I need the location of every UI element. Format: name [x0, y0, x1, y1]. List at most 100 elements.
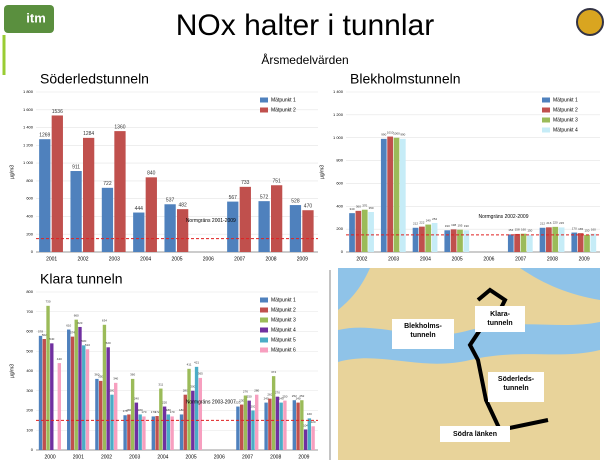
bar	[508, 234, 514, 252]
value-label: 1284	[83, 131, 94, 137]
bar	[50, 343, 53, 450]
legend-label: Mätpunkt 3	[553, 117, 578, 123]
bar	[107, 347, 110, 450]
bar	[276, 397, 279, 450]
chart-title: Klara tunneln	[40, 271, 123, 287]
x-tick-label: 2003	[109, 256, 120, 262]
x-tick-label: 2007	[242, 454, 253, 460]
crest	[577, 9, 603, 35]
value-label: 250	[282, 394, 287, 398]
value-label: 240	[426, 218, 431, 222]
legend-swatch	[260, 108, 268, 113]
bar	[82, 345, 85, 450]
value-label: 411	[187, 363, 192, 367]
value-label: 540	[49, 337, 54, 341]
value-label: 172	[155, 410, 160, 414]
value-label: 730	[46, 300, 51, 304]
x-tick-label: 2005	[452, 256, 463, 262]
legend-label: Mätpunkt 2	[553, 107, 578, 113]
bar	[451, 229, 457, 252]
y-tick-label: 600	[26, 329, 33, 334]
bar	[349, 213, 355, 252]
value-label: 733	[241, 180, 250, 186]
bar	[279, 403, 282, 450]
legend-swatch	[260, 328, 268, 333]
value-label: 216	[546, 221, 551, 225]
bar	[177, 209, 188, 252]
bar	[114, 383, 117, 450]
y-tick-label: 300	[26, 388, 33, 393]
value-label: 510	[85, 343, 90, 347]
x-tick-label: 2001	[46, 256, 57, 262]
x-tick-label: 2002	[356, 256, 367, 262]
legend-label: Mätpunkt 2	[271, 307, 296, 313]
value-label: 370	[362, 204, 367, 208]
value-label: 222	[419, 220, 424, 224]
value-label: 444	[135, 206, 144, 212]
subtitle: Årsmedelvärden	[261, 52, 348, 67]
value-label: 520	[106, 341, 111, 345]
bar	[571, 233, 577, 252]
legend-swatch	[542, 108, 550, 113]
y-tick-label: 1 400	[333, 89, 344, 94]
bar	[127, 414, 130, 450]
bar	[110, 395, 113, 450]
bar	[258, 201, 269, 252]
y-tick-label: 800	[26, 178, 33, 183]
y-tick-label: 1 000	[333, 135, 344, 140]
bar	[432, 223, 438, 252]
bar	[302, 210, 313, 252]
value-label: 276	[243, 389, 248, 393]
bar	[240, 187, 251, 252]
bar	[590, 234, 596, 252]
y-tick-label: 200	[336, 226, 343, 231]
x-tick-label: 2005	[186, 454, 197, 460]
bar	[114, 131, 125, 252]
value-label: 104	[303, 423, 308, 427]
value-label: 840	[147, 171, 156, 177]
value-label: 190	[445, 224, 450, 228]
legend-swatch	[542, 98, 550, 103]
bar	[457, 230, 463, 252]
bar	[78, 327, 81, 450]
bar	[304, 429, 307, 450]
value-label: 751	[272, 179, 281, 185]
value-label: 260	[267, 392, 272, 396]
x-tick-label: 2006	[483, 256, 494, 262]
y-axis-label: µg/m3	[9, 165, 15, 179]
bar	[70, 171, 81, 252]
bar	[195, 367, 198, 450]
value-label: 198	[451, 223, 456, 227]
value-label: 574	[70, 330, 75, 334]
value-label: 280	[109, 388, 114, 392]
x-tick-label: 2001	[73, 454, 84, 460]
value-label: 270	[275, 390, 280, 394]
threshold-label: Normgräns 2001-2009	[186, 218, 236, 224]
legend-swatch	[260, 298, 268, 303]
bar	[39, 336, 42, 450]
x-tick-label: 2008	[547, 256, 558, 262]
bar	[255, 395, 258, 450]
bar	[152, 416, 155, 450]
value-label: 180	[179, 408, 184, 412]
x-tick-label: 2006	[203, 256, 214, 262]
bar	[264, 403, 267, 450]
value-label: 360	[356, 205, 361, 209]
y-tick-label: 400	[26, 214, 33, 219]
x-tick-label: 2004	[157, 454, 168, 460]
chart-title: Blekholmstunneln	[350, 71, 461, 87]
value-label: 254	[432, 217, 437, 221]
value-label: 660	[74, 313, 79, 317]
bar	[514, 234, 520, 252]
legend-label: Mätpunkt 1	[271, 297, 296, 303]
legend-swatch	[260, 318, 268, 323]
value-label: 215	[559, 221, 564, 225]
value-label: 160	[521, 228, 526, 232]
value-label: 220	[553, 221, 558, 225]
legend-swatch	[260, 98, 268, 103]
value-label: 537	[166, 198, 175, 204]
bar	[251, 411, 254, 451]
bar	[362, 210, 368, 252]
value-label: 1360	[114, 124, 125, 130]
value-label: 440	[57, 357, 62, 361]
